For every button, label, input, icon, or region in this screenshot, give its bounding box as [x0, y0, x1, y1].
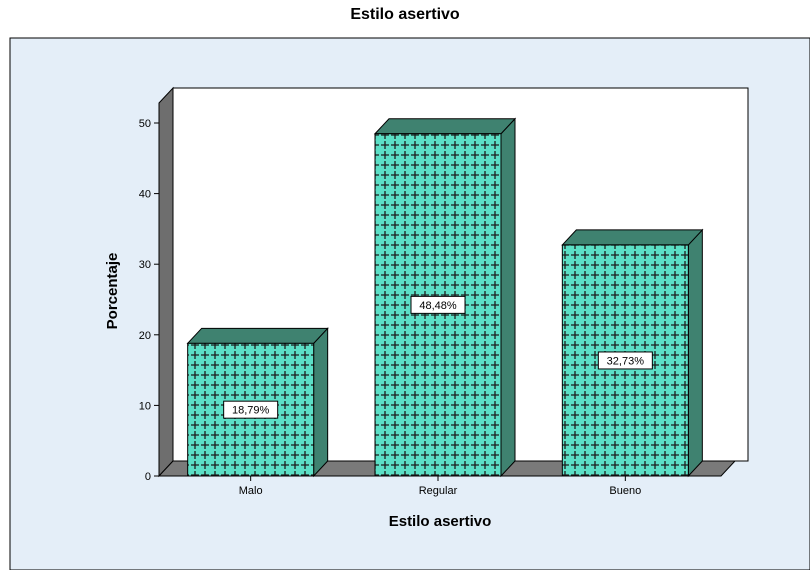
x-axis: Malo Regular Bueno [239, 476, 641, 497]
bar-malo: 18,79% [186, 327, 329, 478]
x-axis-title: Estilo asertivo [389, 513, 492, 530]
y-axis-title: Porcentaje [104, 253, 121, 330]
bar-side [313, 327, 329, 478]
bar-side [500, 117, 516, 478]
bar-side [687, 228, 703, 478]
y-tick-label: 10 [139, 400, 151, 412]
data-label-box [410, 295, 466, 314]
y-tick-label: 40 [139, 189, 151, 201]
chart-title: Estilo asertivo [350, 6, 460, 23]
y-tick-label: 30 [139, 259, 151, 271]
data-label: 18,79% [232, 405, 270, 417]
plot-left-wall [158, 86, 174, 478]
bar-top [561, 229, 704, 246]
y-tick-label: 0 [145, 471, 151, 483]
bar-bueno: 32,73% [561, 228, 704, 478]
data-label-box [597, 351, 653, 370]
bar-top [186, 327, 329, 344]
bar-regular: 48,48% [373, 117, 517, 478]
data-label: 32,73% [607, 355, 645, 367]
y-tick-label: 20 [139, 330, 151, 342]
x-tick-label: Malo [239, 485, 263, 497]
data-label: 48,48% [419, 300, 457, 312]
bars: 18,79% 48,48% 32,73% [186, 117, 704, 478]
y-tick-label: 50 [139, 118, 151, 130]
bar-top [373, 118, 517, 135]
x-tick-label: Bueno [609, 485, 641, 497]
data-label-box [223, 400, 279, 419]
y-axis: 0 10 20 30 40 50 [139, 118, 159, 483]
x-tick-label: Regular [419, 485, 458, 497]
